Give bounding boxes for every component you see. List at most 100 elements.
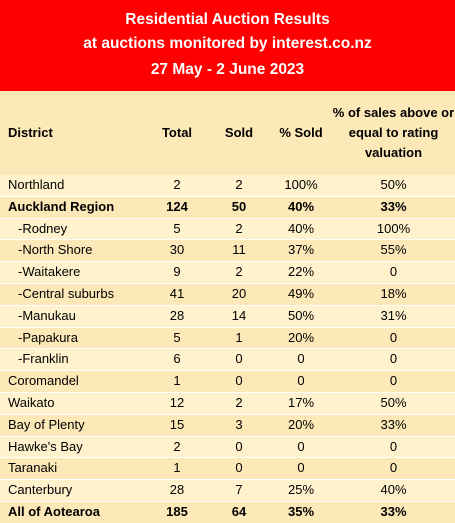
district-cell: -Franklin (0, 348, 146, 371)
above-valuation-cell: 100% (332, 217, 455, 240)
header-total: Total (146, 91, 208, 175)
pct-sold-cell: 50% (270, 304, 332, 328)
total-cell: 6 (146, 348, 208, 371)
above-valuation-cell: 0 (332, 326, 455, 349)
sold-cell: 11 (208, 239, 270, 262)
above-valuation-cell: 33% (332, 500, 455, 523)
above-valuation-cell: 31% (332, 304, 455, 328)
district-cell: Taranaki (0, 457, 146, 480)
district-cell: -Waitakere (0, 261, 146, 284)
results-table: District Total Sold % Sold % of sales ab… (0, 91, 455, 523)
table-row: Northland 2 2 100% 50% (0, 175, 455, 197)
header-row: District Total Sold % Sold % of sales ab… (0, 91, 455, 175)
pct-sold-cell: 0 (270, 370, 332, 393)
district-cell: -Central suburbs (0, 282, 146, 306)
sold-cell: 3 (208, 413, 270, 437)
pct-sold-cell: 22% (270, 261, 332, 284)
sold-cell: 0 (208, 457, 270, 480)
pct-sold-cell: 49% (270, 282, 332, 306)
district-cell: Bay of Plenty (0, 413, 146, 437)
table-row: Taranaki 1 0 0 0 (0, 457, 455, 480)
total-cell: 28 (146, 479, 208, 502)
table-row: -North Shore 30 11 37% 55% (0, 239, 455, 262)
total-cell: 1 (146, 370, 208, 393)
total-cell: 12 (146, 391, 208, 415)
district-cell: Coromandel (0, 370, 146, 393)
header-sold: Sold (208, 91, 270, 175)
district-cell: Northland (0, 175, 146, 197)
district-cell: Waikato (0, 391, 146, 415)
above-valuation-cell: 55% (332, 239, 455, 262)
sold-cell: 20 (208, 282, 270, 306)
district-cell: -Papakura (0, 326, 146, 349)
district-cell: -North Shore (0, 239, 146, 262)
district-cell: Auckland Region (0, 195, 146, 219)
above-valuation-cell: 33% (332, 195, 455, 219)
total-cell: 15 (146, 413, 208, 437)
table-row: Waikato 12 2 17% 50% (0, 391, 455, 415)
pct-sold-cell: 40% (270, 217, 332, 240)
table-row: Canterbury 28 7 25% 40% (0, 479, 455, 502)
above-valuation-cell: 50% (332, 175, 455, 197)
above-valuation-cell: 33% (332, 413, 455, 437)
table-row: -Waitakere 9 2 22% 0 (0, 261, 455, 284)
title-line-1: Residential Auction Results (125, 11, 330, 28)
pct-sold-cell: 37% (270, 239, 332, 262)
sold-cell: 2 (208, 391, 270, 415)
table-row: -Franklin 6 0 0 0 (0, 348, 455, 371)
pct-sold-cell: 100% (270, 175, 332, 197)
above-valuation-cell: 0 (332, 457, 455, 480)
sold-cell: 0 (208, 370, 270, 393)
sold-cell: 2 (208, 217, 270, 240)
table-row: -Central suburbs 41 20 49% 18% (0, 282, 455, 306)
table-row: -Papakura 5 1 20% 0 (0, 326, 455, 349)
sold-cell: 1 (208, 326, 270, 349)
total-cell: 30 (146, 239, 208, 262)
sold-cell: 0 (208, 348, 270, 371)
title-line-2: at auctions monitored by interest.co.nz (83, 35, 372, 52)
pct-sold-cell: 0 (270, 348, 332, 371)
above-valuation-cell: 40% (332, 479, 455, 502)
pct-sold-cell: 40% (270, 195, 332, 219)
sold-cell: 50 (208, 195, 270, 219)
title-date-range: 27 May - 2 June 2023 (150, 61, 305, 78)
above-valuation-cell: 18% (332, 282, 455, 306)
table-row: -Manukau 28 14 50% 31% (0, 304, 455, 328)
pct-sold-cell: 0 (270, 457, 332, 480)
district-cell: Canterbury (0, 479, 146, 502)
above-valuation-cell: 0 (332, 348, 455, 371)
district-cell: All of Aotearoa (0, 500, 146, 523)
pct-sold-cell: 25% (270, 479, 332, 502)
pct-sold-cell: 17% (270, 391, 332, 415)
sold-cell: 0 (208, 435, 270, 458)
total-cell: 2 (146, 175, 208, 197)
pct-sold-cell: 20% (270, 413, 332, 437)
header-pct-sold: % Sold (270, 91, 332, 175)
pct-sold-cell: 35% (270, 500, 332, 523)
total-cell: 28 (146, 304, 208, 328)
sold-cell: 14 (208, 304, 270, 328)
total-cell: 185 (146, 500, 208, 523)
district-cell: -Rodney (0, 217, 146, 240)
above-valuation-cell: 0 (332, 435, 455, 458)
table-row-total: All of Aotearoa 185 64 35% 33% (0, 500, 455, 523)
pct-sold-cell: 20% (270, 326, 332, 349)
pct-sold-cell: 0 (270, 435, 332, 458)
total-cell: 2 (146, 435, 208, 458)
sold-cell: 7 (208, 479, 270, 502)
above-valuation-cell: 0 (332, 261, 455, 284)
above-valuation-cell: 50% (332, 391, 455, 415)
total-cell: 124 (146, 195, 208, 219)
total-cell: 9 (146, 261, 208, 284)
table-row: Bay of Plenty 15 3 20% 33% (0, 413, 455, 437)
title-banner: Residential Auction Results at auctions … (0, 0, 455, 91)
header-above-valuation: % of sales above or equal to rating valu… (332, 91, 455, 175)
sold-cell: 2 (208, 261, 270, 284)
header-district: District (0, 91, 146, 175)
table-row: -Rodney 5 2 40% 100% (0, 217, 455, 240)
table-row: Hawke's Bay 2 0 0 0 (0, 435, 455, 458)
district-cell: -Manukau (0, 304, 146, 328)
total-cell: 5 (146, 326, 208, 349)
district-cell: Hawke's Bay (0, 435, 146, 458)
